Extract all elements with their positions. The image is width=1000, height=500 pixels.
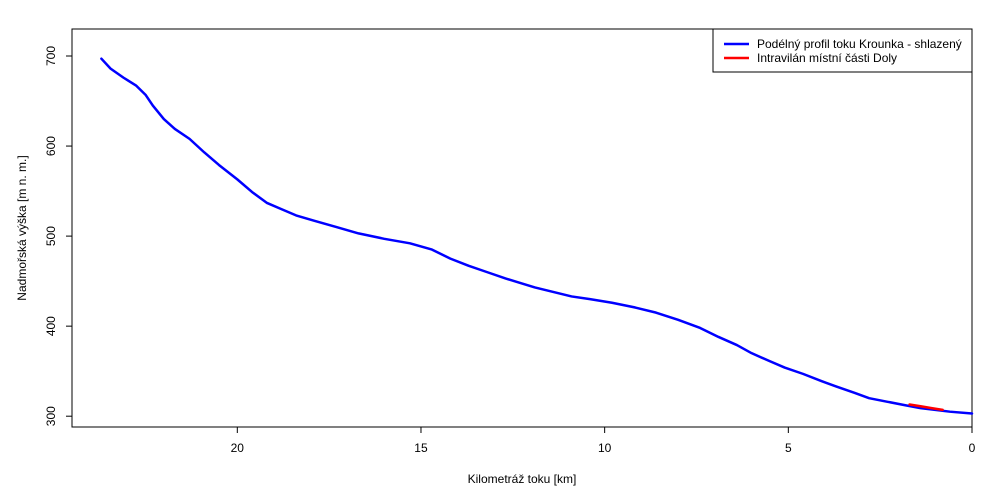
y-tick-label: 600: [44, 136, 58, 156]
legend-entry-label: Podélný profil toku Krounka - shlazený: [757, 37, 962, 51]
x-tick-label: 15: [414, 441, 428, 455]
x-tick-label: 10: [598, 441, 612, 455]
y-tick-label: 500: [44, 226, 58, 246]
x-axis-label: Kilometráž toku [km]: [468, 472, 577, 486]
legend: Podélný profil toku Krounka - shlazenýIn…: [712, 28, 973, 73]
y-tick-label: 300: [44, 406, 58, 426]
series-layer: [100, 57, 974, 415]
x-tick-label: 5: [785, 441, 792, 455]
y-tick-label: 700: [44, 46, 58, 66]
axes-layer: 20 15 10 5 0 300 400 500 600 700: [44, 28, 976, 455]
y-tick-label: 400: [44, 316, 58, 336]
y-axis-label: Nadmořská výška [m n. m.]: [15, 155, 29, 300]
legend-entry-label: Intravilán místní části Doly: [757, 51, 897, 65]
series-line-1: [100, 57, 974, 415]
legend-box: [712, 28, 973, 73]
plot-frame: [71, 28, 973, 428]
x-tick-label: 0: [969, 441, 976, 455]
series-line-2: [908, 403, 944, 412]
x-tick-label: 20: [231, 441, 245, 455]
